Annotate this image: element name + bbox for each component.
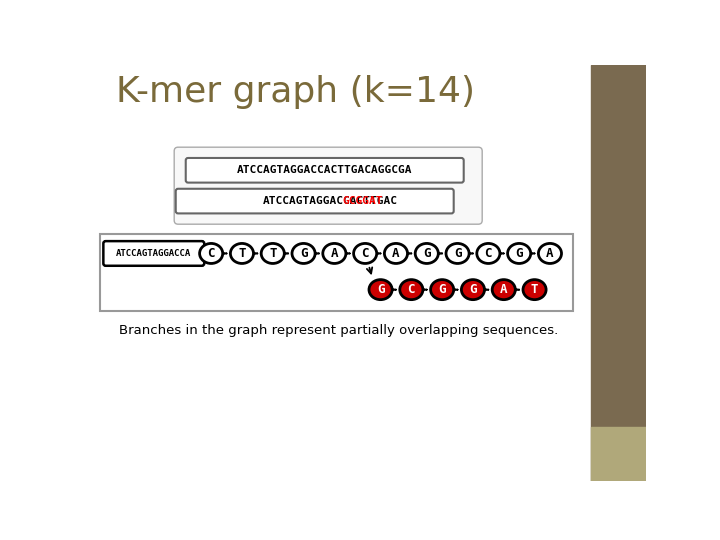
Text: A: A	[330, 247, 338, 260]
Text: GCGGAT: GCGGAT	[343, 196, 383, 206]
Ellipse shape	[323, 244, 346, 264]
Text: C: C	[485, 247, 492, 260]
Text: A: A	[546, 247, 554, 260]
Text: T: T	[238, 247, 246, 260]
Ellipse shape	[230, 244, 253, 264]
Bar	[590, 65, 647, 481]
Ellipse shape	[369, 280, 392, 300]
Text: G: G	[300, 247, 307, 260]
Text: A: A	[392, 247, 400, 260]
Bar	[99, 234, 573, 311]
Text: T: T	[531, 283, 539, 296]
Ellipse shape	[446, 244, 469, 264]
Ellipse shape	[292, 244, 315, 264]
FancyBboxPatch shape	[176, 189, 454, 213]
Ellipse shape	[431, 280, 454, 300]
Bar	[590, 427, 647, 481]
Text: K-mer graph (k=14): K-mer graph (k=14)	[117, 75, 475, 109]
Text: ATCCAGTAGGACCACTTGACAGGCGA: ATCCAGTAGGACCACTTGACAGGCGA	[237, 165, 413, 176]
Ellipse shape	[523, 280, 546, 300]
FancyBboxPatch shape	[104, 241, 204, 266]
Text: C: C	[361, 247, 369, 260]
Ellipse shape	[477, 244, 500, 264]
Ellipse shape	[261, 244, 284, 264]
Text: G: G	[516, 247, 523, 260]
Ellipse shape	[384, 244, 408, 264]
Ellipse shape	[539, 244, 562, 264]
Ellipse shape	[508, 244, 531, 264]
Ellipse shape	[354, 244, 377, 264]
Text: G: G	[377, 283, 384, 296]
Text: G: G	[469, 283, 477, 296]
Text: G: G	[423, 247, 431, 260]
Text: G: G	[454, 247, 462, 260]
Ellipse shape	[462, 280, 485, 300]
Ellipse shape	[492, 280, 516, 300]
Text: Branches in the graph represent partially overlapping sequences.: Branches in the graph represent partiall…	[119, 324, 558, 337]
Text: A: A	[500, 283, 508, 296]
Text: ATCCAGTAGGACCACTTGAC: ATCCAGTAGGACCACTTGAC	[263, 196, 397, 206]
FancyBboxPatch shape	[186, 158, 464, 183]
Text: ATCCAGTAGGACCA: ATCCAGTAGGACCA	[116, 249, 192, 258]
Text: T: T	[269, 247, 276, 260]
Text: C: C	[207, 247, 215, 260]
Ellipse shape	[415, 244, 438, 264]
Text: C: C	[408, 283, 415, 296]
Ellipse shape	[199, 244, 222, 264]
Ellipse shape	[400, 280, 423, 300]
FancyBboxPatch shape	[174, 147, 482, 224]
Text: G: G	[438, 283, 446, 296]
